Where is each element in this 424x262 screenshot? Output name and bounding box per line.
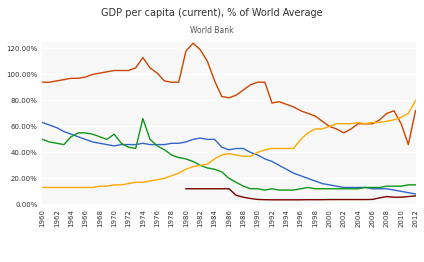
Text: GDP per capita (current), % of World Average: GDP per capita (current), % of World Ave… <box>101 8 323 18</box>
Text: World Bank: World Bank <box>190 26 234 35</box>
